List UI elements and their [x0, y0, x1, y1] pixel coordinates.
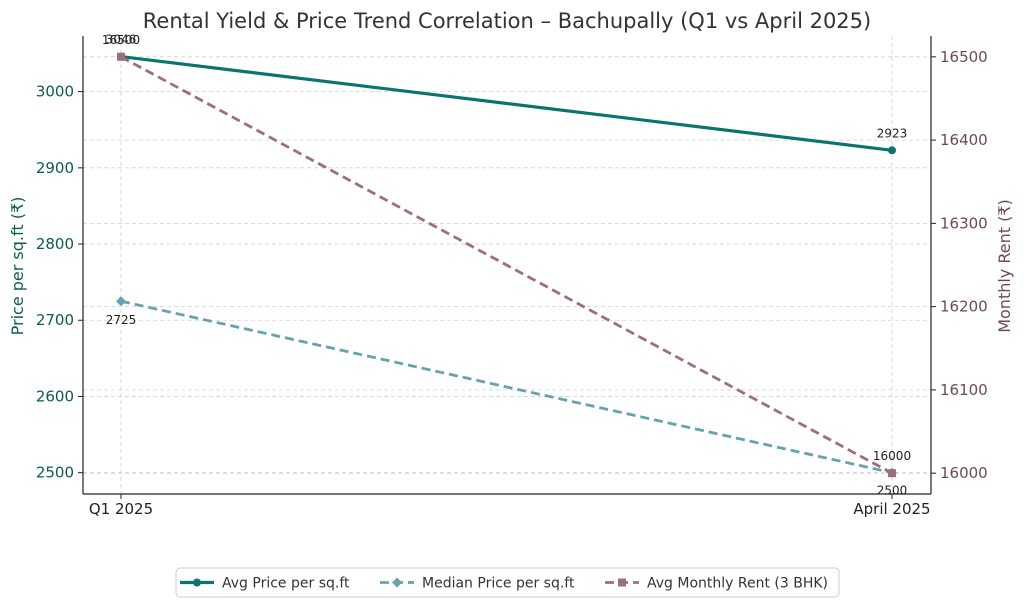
chart-title: Rental Yield & Price Trend Correlation –… [143, 9, 871, 33]
series-line-2 [120, 55, 893, 475]
series-2-point-1 [888, 469, 896, 478]
series-0-data-label-0: 3046 [106, 33, 137, 47]
legend-label-0: Avg Price per sq.ft [222, 576, 350, 592]
grid-layer [83, 36, 931, 494]
series-0-point-1 [888, 146, 896, 155]
chart-legend: Avg Price per sq.ft Median Price per sq.f… [175, 567, 840, 598]
series-1-data-label-0: 2725 [106, 313, 137, 327]
y-left-tick-label-1: 2600 [36, 387, 74, 405]
x-tick-label-1: April 2025 [853, 500, 930, 518]
x-tick-label-0: Q1 2025 [89, 500, 153, 518]
y-right-tick-label-4: 16400 [940, 131, 988, 149]
series-1-point-0 [116, 296, 126, 307]
legend-swatch-marker-1 [392, 577, 402, 588]
y-right-tick-label-5: 16500 [940, 48, 988, 66]
series-line-0 [120, 54, 893, 152]
legend-label-1: Median Price per sq.ft [422, 576, 575, 592]
series-2-data-label-0: 16500 [102, 33, 140, 47]
y-right-tick-label-0: 16000 [940, 464, 988, 482]
y-left-tick-label-3: 2800 [36, 235, 74, 253]
y-right-tick-label-3: 16300 [940, 214, 988, 232]
series-2-data-label-1: 16000 [873, 449, 911, 463]
y-left-tick-label-5: 3000 [36, 83, 74, 101]
y-left-tick-label-4: 2900 [36, 159, 74, 177]
y-right-tick-label-2: 16200 [940, 298, 988, 316]
y-axis-left-label: Price per sq.ft (₹) [8, 197, 27, 336]
series-line-1 [120, 299, 893, 475]
legend-swatch-marker-2 [618, 578, 626, 587]
y-axis-right-label: Monthly Rent (₹) [995, 199, 1014, 333]
series-layer [116, 52, 897, 478]
legend-label-2: Avg Monthly Rent (3 BHK) [647, 576, 828, 592]
legend-box [175, 567, 840, 598]
axes-layer: 2500 2600 2700 2800 2900 3000 16000 16100 16200 1… [36, 36, 988, 518]
series-1-data-label-1: 2500 [877, 484, 908, 498]
data-labels-layer: 3046 2923 2725 2500 16500 16000 [102, 33, 911, 498]
y-left-tick-label-2: 2700 [36, 311, 74, 329]
y-right-tick-label-1: 16100 [940, 381, 988, 399]
y-left-tick-label-0: 2500 [36, 464, 74, 482]
legend-swatch-marker-0 [193, 578, 201, 587]
series-2-point-0 [117, 52, 125, 61]
series-0-data-label-1: 2923 [877, 126, 908, 140]
